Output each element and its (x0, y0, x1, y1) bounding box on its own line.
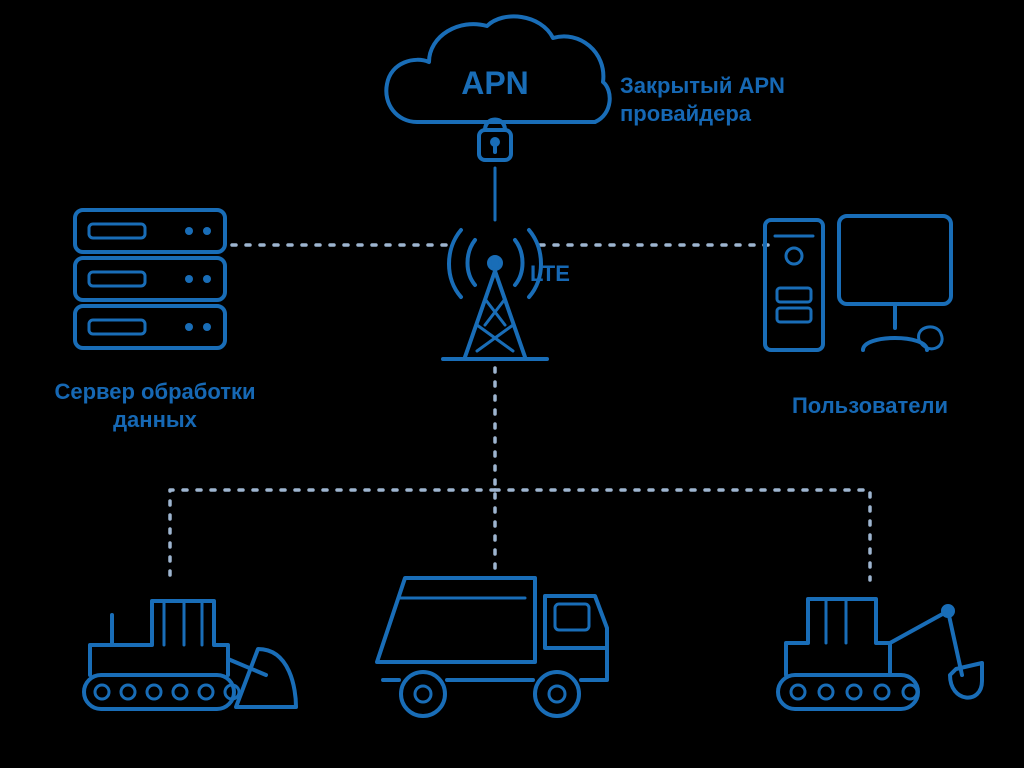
users-icon (765, 216, 951, 350)
server-icon (75, 210, 225, 348)
users-label: Пользователи (760, 392, 980, 420)
truck-icon (377, 578, 607, 716)
bulldozer-icon (84, 601, 296, 709)
excavator-icon (778, 599, 982, 709)
svg-text:APN: APN (461, 65, 529, 101)
tower-icon (443, 230, 547, 359)
cloud-caption: Закрытый APN провайдера (620, 72, 870, 127)
server-label: Сервер обработки данных (30, 378, 280, 433)
diagram-stage: APN Закрытый APN провайдера LTE Сервер о… (0, 0, 1024, 768)
lte-label: LTE (530, 260, 590, 288)
cloud-icon: APN (386, 16, 609, 160)
